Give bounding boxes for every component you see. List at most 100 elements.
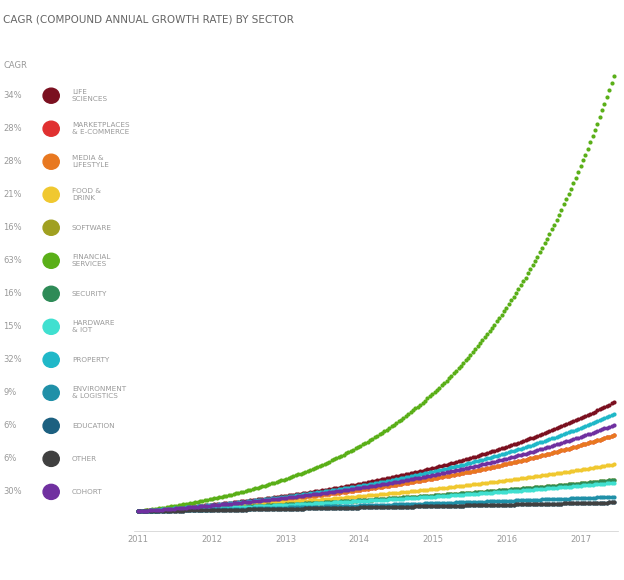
- Point: [401, 476, 411, 485]
- Point: [233, 505, 243, 514]
- Point: [394, 493, 404, 502]
- Point: [399, 502, 409, 512]
- Point: [286, 473, 296, 482]
- Point: [368, 491, 378, 500]
- Point: [607, 78, 617, 88]
- Point: [391, 494, 401, 503]
- Point: [157, 503, 167, 513]
- Point: [270, 495, 280, 505]
- Point: [188, 505, 198, 514]
- Point: [499, 500, 509, 509]
- Point: [145, 506, 155, 516]
- Point: [368, 496, 378, 505]
- Point: [583, 438, 593, 448]
- Point: [305, 504, 315, 513]
- Point: [540, 429, 550, 438]
- Point: [530, 452, 540, 462]
- Point: [296, 496, 306, 506]
- Point: [413, 502, 423, 511]
- Point: [379, 500, 389, 509]
- Point: [563, 480, 573, 489]
- Point: [157, 506, 167, 515]
- Point: [592, 416, 602, 426]
- Point: [384, 489, 394, 498]
- Point: [401, 502, 411, 512]
- Point: [520, 273, 530, 282]
- Point: [561, 494, 571, 503]
- Point: [506, 500, 516, 509]
- Point: [331, 498, 341, 507]
- Point: [314, 498, 324, 508]
- Point: [497, 461, 507, 470]
- Point: [317, 498, 327, 507]
- Point: [303, 499, 313, 509]
- Point: [197, 501, 207, 510]
- Point: [222, 503, 232, 512]
- Point: [607, 431, 617, 440]
- Point: [386, 495, 396, 504]
- Point: [444, 483, 454, 492]
- Point: [173, 503, 183, 513]
- Point: [403, 478, 413, 487]
- Point: [271, 494, 281, 503]
- Point: [329, 502, 339, 511]
- Point: [552, 447, 562, 456]
- Point: [365, 495, 375, 504]
- Point: [427, 484, 437, 494]
- Point: [341, 497, 351, 506]
- Point: [353, 496, 363, 505]
- Point: [159, 506, 169, 516]
- Point: [411, 474, 421, 483]
- Point: [559, 467, 569, 477]
- Point: [291, 497, 301, 506]
- Point: [417, 469, 427, 478]
- Point: [341, 493, 351, 502]
- Point: [472, 488, 482, 497]
- Point: [150, 506, 160, 516]
- Point: [243, 496, 253, 506]
- Point: [260, 499, 270, 508]
- Point: [348, 483, 358, 492]
- Point: [288, 499, 298, 509]
- Point: [449, 498, 459, 507]
- Point: [150, 506, 160, 515]
- Point: [502, 485, 512, 495]
- Point: [164, 502, 174, 512]
- Point: [504, 299, 514, 309]
- Point: [590, 427, 600, 437]
- Point: [549, 433, 559, 442]
- Point: [525, 499, 535, 509]
- Point: [281, 494, 291, 503]
- Point: [588, 408, 598, 417]
- Point: [370, 478, 380, 488]
- Point: [197, 502, 207, 511]
- Point: [411, 477, 421, 486]
- Point: [331, 497, 341, 506]
- Point: [257, 499, 267, 509]
- Point: [537, 499, 547, 509]
- Point: [257, 503, 267, 513]
- Point: [267, 495, 277, 504]
- Point: [322, 498, 332, 507]
- Point: [540, 470, 550, 480]
- Point: [346, 496, 356, 505]
- Point: [585, 409, 595, 418]
- Point: [310, 490, 320, 499]
- Point: [222, 505, 232, 514]
- Point: [236, 502, 246, 512]
- Point: [200, 501, 210, 510]
- Point: [552, 499, 562, 508]
- Point: [279, 501, 289, 510]
- Point: [228, 501, 238, 510]
- Point: [226, 490, 236, 499]
- Point: [228, 498, 238, 508]
- Point: [351, 496, 361, 506]
- Point: [245, 498, 255, 507]
- Point: [308, 491, 318, 501]
- Point: [188, 503, 198, 512]
- Point: [372, 502, 382, 512]
- Point: [152, 505, 162, 514]
- Point: [305, 488, 315, 497]
- Point: [485, 458, 495, 467]
- Point: [210, 505, 220, 514]
